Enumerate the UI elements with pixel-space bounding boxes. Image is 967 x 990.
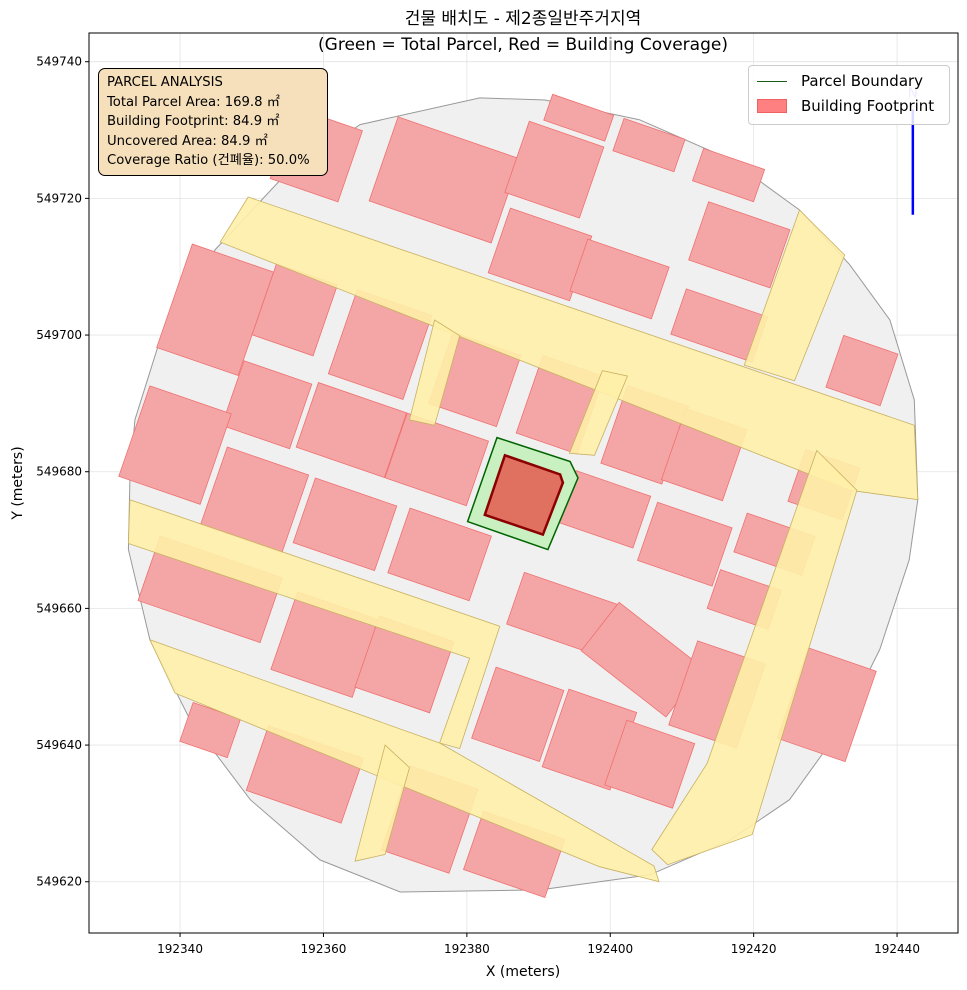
building-footprint <box>295 382 408 479</box>
building-footprint <box>637 501 733 587</box>
road <box>743 209 846 382</box>
plot-area: N <box>118 86 919 899</box>
annotation-total-area: Total Parcel Area: 169.8 ㎡ <box>107 94 280 110</box>
building-footprint <box>688 201 791 289</box>
road <box>149 639 660 883</box>
y-tick-label: 549720 <box>36 191 82 205</box>
road <box>409 319 461 426</box>
annotation-heading: PARCEL ANALYSIS <box>107 75 223 90</box>
road <box>354 744 410 862</box>
legend-patch-swatch <box>757 99 787 113</box>
building-footprint <box>179 701 242 759</box>
building-footprint <box>387 507 492 602</box>
building-footprint <box>604 719 696 809</box>
parcel-analysis-box: PARCEL ANALYSIS Total Parcel Area: 169.8… <box>98 68 328 176</box>
building-footprint <box>691 147 766 203</box>
legend-label: Building Footprint <box>801 97 935 115</box>
x-tick-label: 192360 <box>301 942 347 956</box>
y-axis-label: Y (meters) <box>10 446 26 520</box>
x-axis: 192340 192360 192380 192400 192420 192440 <box>157 933 920 956</box>
y-tick-label: 549640 <box>36 738 82 752</box>
y-tick-label: 549700 <box>36 328 82 342</box>
y-axis: 549620 549640 549660 549680 549700 549720 5497… <box>36 55 89 889</box>
road <box>651 449 858 866</box>
x-tick-label: 192380 <box>444 942 490 956</box>
building-footprint <box>612 117 686 173</box>
building-footprint <box>543 93 615 142</box>
legend-line-swatch <box>757 80 787 82</box>
building-footprint <box>118 385 232 505</box>
building-footprint <box>384 412 490 507</box>
annotation-uncovered: Uncovered Area: 84.9 ㎡ <box>107 133 268 149</box>
road <box>568 370 629 456</box>
legend: Parcel Boundary Building Footprint <box>748 65 950 125</box>
x-axis-label: X (meters) <box>486 964 560 980</box>
chart-title: 건물 배치도 - 제2종일반주거지역 <box>405 9 641 29</box>
legend-label: Parcel Boundary <box>801 72 924 90</box>
annotation-coverage-ratio: Coverage Ratio (건폐율): 50.0% <box>107 153 310 168</box>
y-tick-label: 549740 <box>36 55 82 69</box>
annotation-footprint: Building Footprint: 84.9 ㎡ <box>107 114 280 129</box>
x-tick-label: 192340 <box>157 942 203 956</box>
x-tick-label: 192440 <box>874 942 920 956</box>
road <box>219 196 919 501</box>
building-footprint <box>825 334 899 407</box>
building-footprint <box>368 116 521 244</box>
target-building <box>483 453 565 537</box>
y-tick-label: 549660 <box>36 601 82 615</box>
y-tick-label: 549680 <box>36 465 82 479</box>
x-tick-label: 192400 <box>587 942 633 956</box>
legend-item-parcel-boundary: Parcel Boundary <box>757 72 923 90</box>
y-tick-label: 549620 <box>36 875 82 889</box>
chart-subtitle: (Green = Total Parcel, Red = Building Co… <box>318 35 728 55</box>
building-footprint <box>292 477 398 572</box>
building-footprint <box>569 238 670 320</box>
building-footprint <box>504 120 605 219</box>
legend-item-building-footprint: Building Footprint <box>757 97 934 115</box>
axes-frame <box>88 32 959 934</box>
x-tick-label: 192420 <box>731 942 777 956</box>
building-footprint <box>221 360 313 450</box>
building-footprint <box>471 666 565 763</box>
